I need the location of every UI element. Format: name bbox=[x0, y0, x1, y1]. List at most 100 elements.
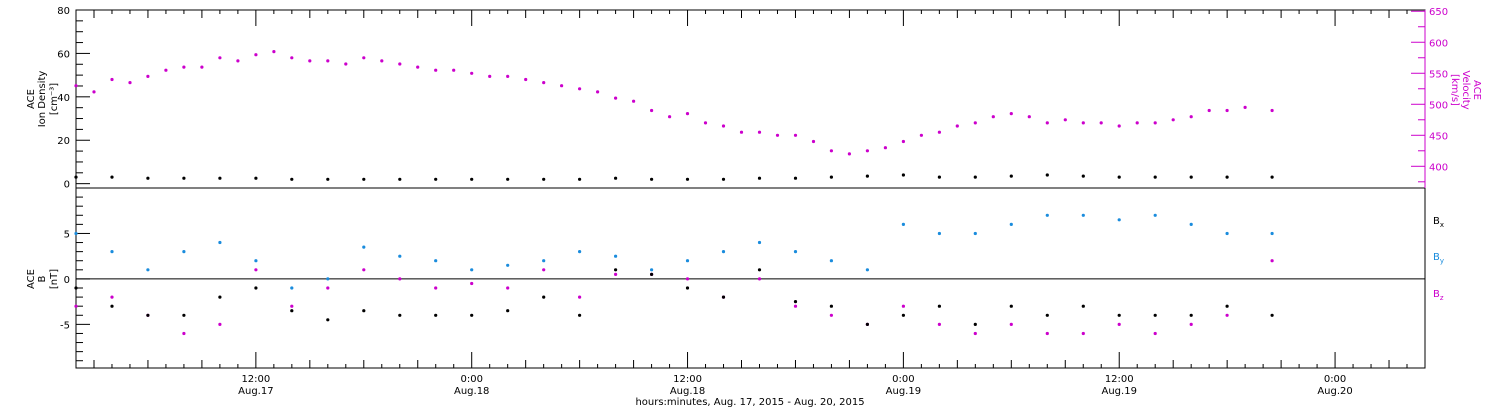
velocity-point bbox=[973, 121, 977, 125]
by-point bbox=[614, 254, 618, 258]
velocity-point bbox=[1009, 112, 1013, 116]
bz-point bbox=[1153, 331, 1157, 336]
velocity-point bbox=[542, 81, 546, 85]
by-point bbox=[470, 268, 474, 272]
time-tick-label: 0:00 bbox=[460, 374, 482, 385]
bz-point bbox=[614, 272, 618, 276]
bottom-left-axis: 5 0 -5 bbox=[60, 196, 90, 362]
bz-point bbox=[1189, 322, 1193, 326]
velocity-point bbox=[1171, 118, 1175, 122]
ylabel-ace-right: ACE bbox=[1471, 80, 1482, 100]
bx-point bbox=[1117, 313, 1121, 317]
by-point bbox=[1189, 222, 1193, 226]
bx-point bbox=[578, 313, 582, 317]
time-tick-label: 12:00 bbox=[1105, 374, 1134, 385]
velocity-tick-label: 650 bbox=[1429, 7, 1448, 18]
bz-point bbox=[182, 331, 186, 336]
bx-point bbox=[362, 309, 366, 313]
velocity-point bbox=[757, 130, 762, 134]
by-point bbox=[398, 254, 402, 258]
velocity-point bbox=[92, 90, 96, 94]
velocity-point bbox=[919, 133, 924, 137]
velocity-point bbox=[416, 65, 420, 69]
by-point bbox=[74, 231, 78, 236]
bx-point bbox=[973, 322, 977, 326]
density-point bbox=[434, 177, 438, 181]
bz-point bbox=[398, 277, 402, 281]
x-axis-label: hours:minutes, Aug. 17, 2015 - Aug. 20, … bbox=[635, 397, 864, 408]
velocity-point bbox=[991, 115, 995, 119]
bz-point bbox=[757, 277, 762, 281]
ylabel-ion-density: Ion Density bbox=[37, 71, 48, 128]
density-point bbox=[793, 176, 798, 180]
velocity-point bbox=[434, 68, 438, 72]
by-point bbox=[110, 250, 114, 254]
velocity-point bbox=[955, 124, 959, 128]
velocity-point bbox=[937, 130, 942, 134]
bx-point bbox=[829, 304, 834, 308]
density-point bbox=[721, 177, 726, 181]
bz-point bbox=[218, 322, 222, 326]
velocity-point bbox=[1270, 108, 1274, 113]
by-point bbox=[901, 222, 906, 226]
bz-point bbox=[434, 286, 438, 290]
bz-point bbox=[254, 268, 258, 272]
bx-point bbox=[650, 272, 654, 276]
velocity-point bbox=[128, 81, 132, 85]
density-point bbox=[1225, 175, 1229, 179]
date-tick-label: Aug.18 bbox=[670, 386, 705, 397]
bx-point bbox=[1189, 313, 1193, 317]
by-point bbox=[973, 231, 977, 236]
ylabel-ace-top: ACE bbox=[26, 89, 37, 109]
velocity-point bbox=[578, 87, 582, 91]
velocity-point bbox=[218, 56, 222, 60]
velocity-tick-label: 450 bbox=[1429, 131, 1448, 142]
ylabel-ion-density-unit: [cm⁻³] bbox=[49, 83, 60, 115]
velocity-point bbox=[272, 50, 276, 54]
velocity-point bbox=[452, 68, 456, 72]
bz-point bbox=[1225, 313, 1229, 317]
by-point bbox=[1225, 231, 1229, 236]
velocity-point bbox=[668, 115, 672, 119]
velocity-point bbox=[883, 146, 888, 150]
density-point bbox=[685, 177, 690, 181]
bx-point bbox=[757, 268, 762, 272]
bx-point bbox=[1045, 313, 1049, 317]
by-point bbox=[1270, 231, 1274, 236]
velocity-point bbox=[290, 56, 294, 60]
velocity-point bbox=[560, 84, 564, 88]
by-point bbox=[434, 259, 438, 263]
velocity-point bbox=[865, 149, 870, 153]
bx-point bbox=[506, 309, 510, 313]
bx-point bbox=[685, 286, 690, 290]
bz-point bbox=[829, 313, 834, 317]
by-point bbox=[290, 286, 294, 290]
density-point bbox=[254, 176, 258, 180]
time-tick-label: 0:00 bbox=[1324, 374, 1346, 385]
density-point bbox=[578, 177, 582, 181]
velocity-tick-label: 400 bbox=[1429, 162, 1448, 173]
velocity-point bbox=[398, 62, 402, 66]
density-tick-label: 20 bbox=[57, 136, 70, 147]
svg-text:By: By bbox=[1433, 252, 1444, 265]
by-point bbox=[326, 277, 330, 281]
density-point bbox=[937, 175, 942, 179]
density-point bbox=[506, 177, 510, 181]
bz-point bbox=[542, 268, 546, 272]
by-point bbox=[650, 268, 654, 272]
density-point bbox=[1009, 174, 1013, 178]
by-point bbox=[1081, 213, 1085, 217]
plot-points bbox=[74, 50, 1274, 336]
bx-point bbox=[1153, 313, 1157, 317]
velocity-point bbox=[1189, 115, 1193, 119]
bz-point bbox=[110, 295, 114, 299]
by-point bbox=[218, 240, 222, 245]
density-point bbox=[973, 175, 977, 179]
legend-bx-main: B bbox=[1433, 216, 1440, 227]
bx-point bbox=[1225, 304, 1229, 308]
velocity-point bbox=[380, 59, 384, 63]
density-point bbox=[218, 176, 222, 180]
velocity-point bbox=[829, 149, 834, 153]
velocity-point bbox=[1225, 108, 1229, 113]
